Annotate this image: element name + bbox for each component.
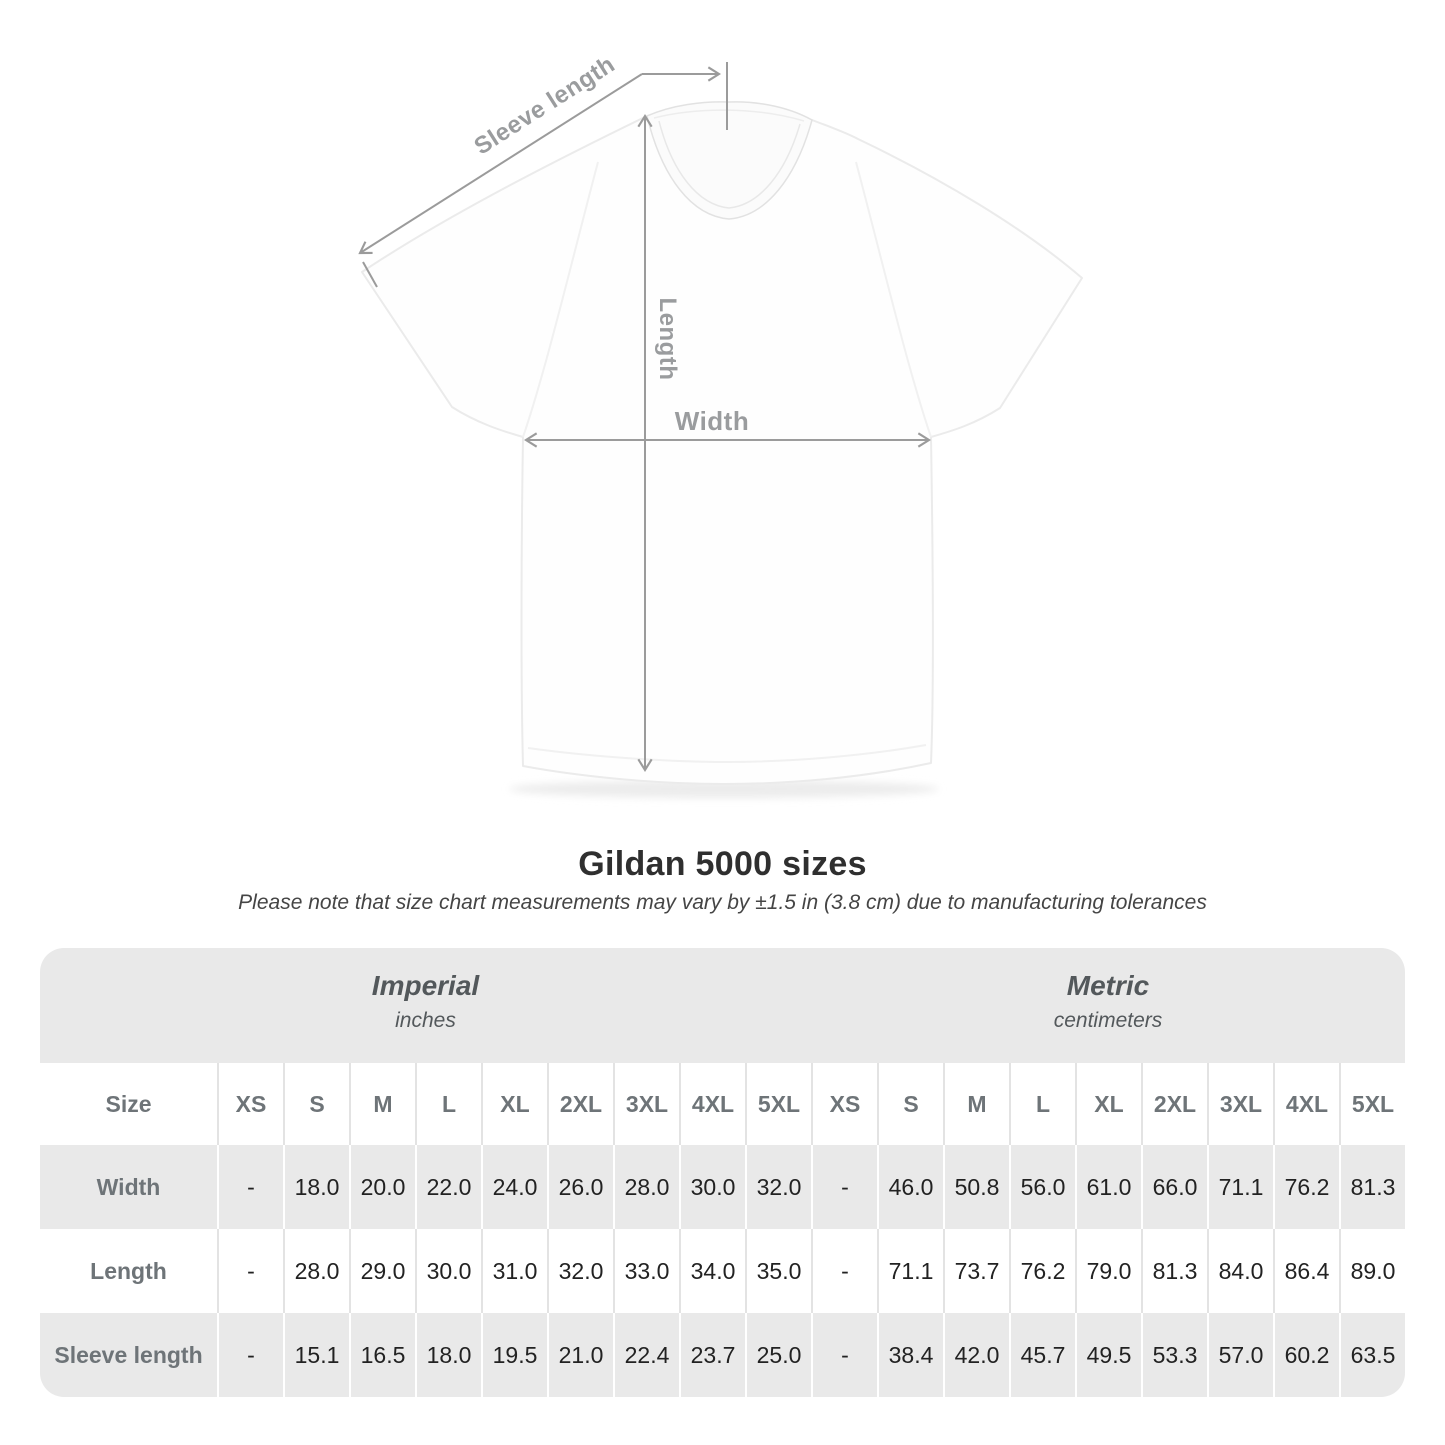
collar-inner-line <box>658 120 801 209</box>
size-header-cell: M <box>943 1063 1009 1145</box>
shirt-shadow <box>509 780 939 798</box>
size-value-cell: 26.0 <box>547 1145 613 1229</box>
size-value-cell: 32.0 <box>547 1229 613 1313</box>
size-value-cell: 30.0 <box>679 1145 745 1229</box>
hem-stitch <box>527 744 927 764</box>
size-value-cell: 23.7 <box>679 1313 745 1397</box>
size-value-cell: 76.2 <box>1009 1229 1075 1313</box>
row-label: Sleeve length <box>40 1313 217 1397</box>
size-value-cell: 31.0 <box>481 1229 547 1313</box>
size-value-cell: 35.0 <box>745 1229 811 1313</box>
unit-group-metric: Metric centimeters <box>811 948 1405 1063</box>
size-value-cell: 38.4 <box>877 1313 943 1397</box>
size-header-cell: XL <box>481 1063 547 1145</box>
size-header-cell: 2XL <box>547 1063 613 1145</box>
size-header-cell: 5XL <box>1339 1063 1405 1145</box>
size-value-cell: 34.0 <box>679 1229 745 1313</box>
size-value-cell: 63.5 <box>1339 1313 1405 1397</box>
size-value-cell: - <box>217 1145 283 1229</box>
size-table: Imperial inches Metric centimeters Size XS S M L… <box>40 948 1405 1397</box>
unit-group-name: Metric <box>1066 970 1150 1001</box>
size-value-cell: - <box>811 1229 877 1313</box>
size-header-cell: 3XL <box>1207 1063 1273 1145</box>
size-value-cell: 71.1 <box>1207 1145 1273 1229</box>
size-value-cell: 15.1 <box>283 1313 349 1397</box>
width-label: Width <box>674 406 750 436</box>
size-header-cell: M <box>349 1063 415 1145</box>
size-value-cell: 53.3 <box>1141 1313 1207 1397</box>
right-sleeve-seam <box>855 161 932 438</box>
size-value-cell: 89.0 <box>1339 1229 1405 1313</box>
size-value-cell: 57.0 <box>1207 1313 1273 1397</box>
size-value-cell: 49.5 <box>1075 1313 1141 1397</box>
size-value-cell: 30.0 <box>415 1229 481 1313</box>
size-value-cell: 86.4 <box>1273 1229 1339 1313</box>
sleeve-length-arrow <box>358 73 643 255</box>
size-header-cell: 4XL <box>1273 1063 1339 1145</box>
size-header-cell: 5XL <box>745 1063 811 1145</box>
size-header-cell: XS <box>217 1063 283 1145</box>
size-value-cell: - <box>811 1313 877 1397</box>
size-value-cell: 79.0 <box>1075 1229 1141 1313</box>
collar <box>646 101 813 220</box>
page-title: Gildan 5000 sizes <box>578 845 867 883</box>
size-value-cell: 50.8 <box>943 1145 1009 1229</box>
size-header-cell: 4XL <box>679 1063 745 1145</box>
unit-band <box>40 948 1405 1063</box>
page-subtitle: Please note that size chart measurements… <box>238 891 1207 914</box>
size-value-cell: 18.0 <box>283 1145 349 1229</box>
size-value-cell: 22.4 <box>613 1313 679 1397</box>
size-value-cell: 32.0 <box>745 1145 811 1229</box>
tshirt-measurement-diagram: Sleeve length Length Width <box>358 51 1083 798</box>
size-value-cell: 29.0 <box>349 1229 415 1313</box>
unit-group-imperial: Imperial inches <box>40 948 811 1063</box>
left-sleeve-seam <box>522 161 599 438</box>
size-header-cell: L <box>415 1063 481 1145</box>
size-value-cell: 19.5 <box>481 1313 547 1397</box>
size-header-cell: S <box>877 1063 943 1145</box>
size-value-cell: 18.0 <box>415 1313 481 1397</box>
size-header-cell: 3XL <box>613 1063 679 1145</box>
size-value-cell: 56.0 <box>1009 1145 1075 1229</box>
tshirt-illustration <box>358 62 1083 798</box>
size-header-cell: XL <box>1075 1063 1141 1145</box>
length-label: Length <box>654 297 681 381</box>
size-value-cell: 24.0 <box>481 1145 547 1229</box>
size-value-cell: 20.0 <box>349 1145 415 1229</box>
size-value-cell: 33.0 <box>613 1229 679 1313</box>
row-label: Length <box>40 1229 217 1313</box>
size-value-cell: - <box>217 1313 283 1397</box>
size-value-cell: 84.0 <box>1207 1229 1273 1313</box>
size-value-cell: 73.7 <box>943 1229 1009 1313</box>
size-value-cell: 21.0 <box>547 1313 613 1397</box>
size-value-cell: - <box>217 1229 283 1313</box>
size-value-cell: 45.7 <box>1009 1313 1075 1397</box>
size-value-cell: 61.0 <box>1075 1145 1141 1229</box>
size-value-cell: 25.0 <box>745 1313 811 1397</box>
size-value-cell: 28.0 <box>613 1145 679 1229</box>
size-value-cell: 28.0 <box>283 1229 349 1313</box>
size-value-cell: 71.1 <box>877 1229 943 1313</box>
size-value-cell: 16.5 <box>349 1313 415 1397</box>
row-label: Width <box>40 1145 217 1229</box>
size-value-cell: 22.0 <box>415 1145 481 1229</box>
sleeve-length-tail-tick <box>362 261 378 288</box>
unit-group-name: Imperial <box>371 970 480 1001</box>
size-value-cell: 81.3 <box>1141 1229 1207 1313</box>
size-column-header: Size <box>40 1063 217 1145</box>
unit-group-unit: centimeters <box>1053 1009 1163 1032</box>
size-value-cell: 76.2 <box>1273 1145 1339 1229</box>
size-header-cell: 2XL <box>1141 1063 1207 1145</box>
unit-group-unit: inches <box>395 1009 456 1032</box>
size-header-cell: L <box>1009 1063 1075 1145</box>
size-value-cell: 81.3 <box>1339 1145 1405 1229</box>
size-value-cell: 46.0 <box>877 1145 943 1229</box>
size-header-cell: S <box>283 1063 349 1145</box>
size-value-cell: - <box>811 1145 877 1229</box>
size-value-cell: 66.0 <box>1141 1145 1207 1229</box>
size-value-cell: 60.2 <box>1273 1313 1339 1397</box>
size-value-cell: 42.0 <box>943 1313 1009 1397</box>
size-header-cell: XS <box>811 1063 877 1145</box>
